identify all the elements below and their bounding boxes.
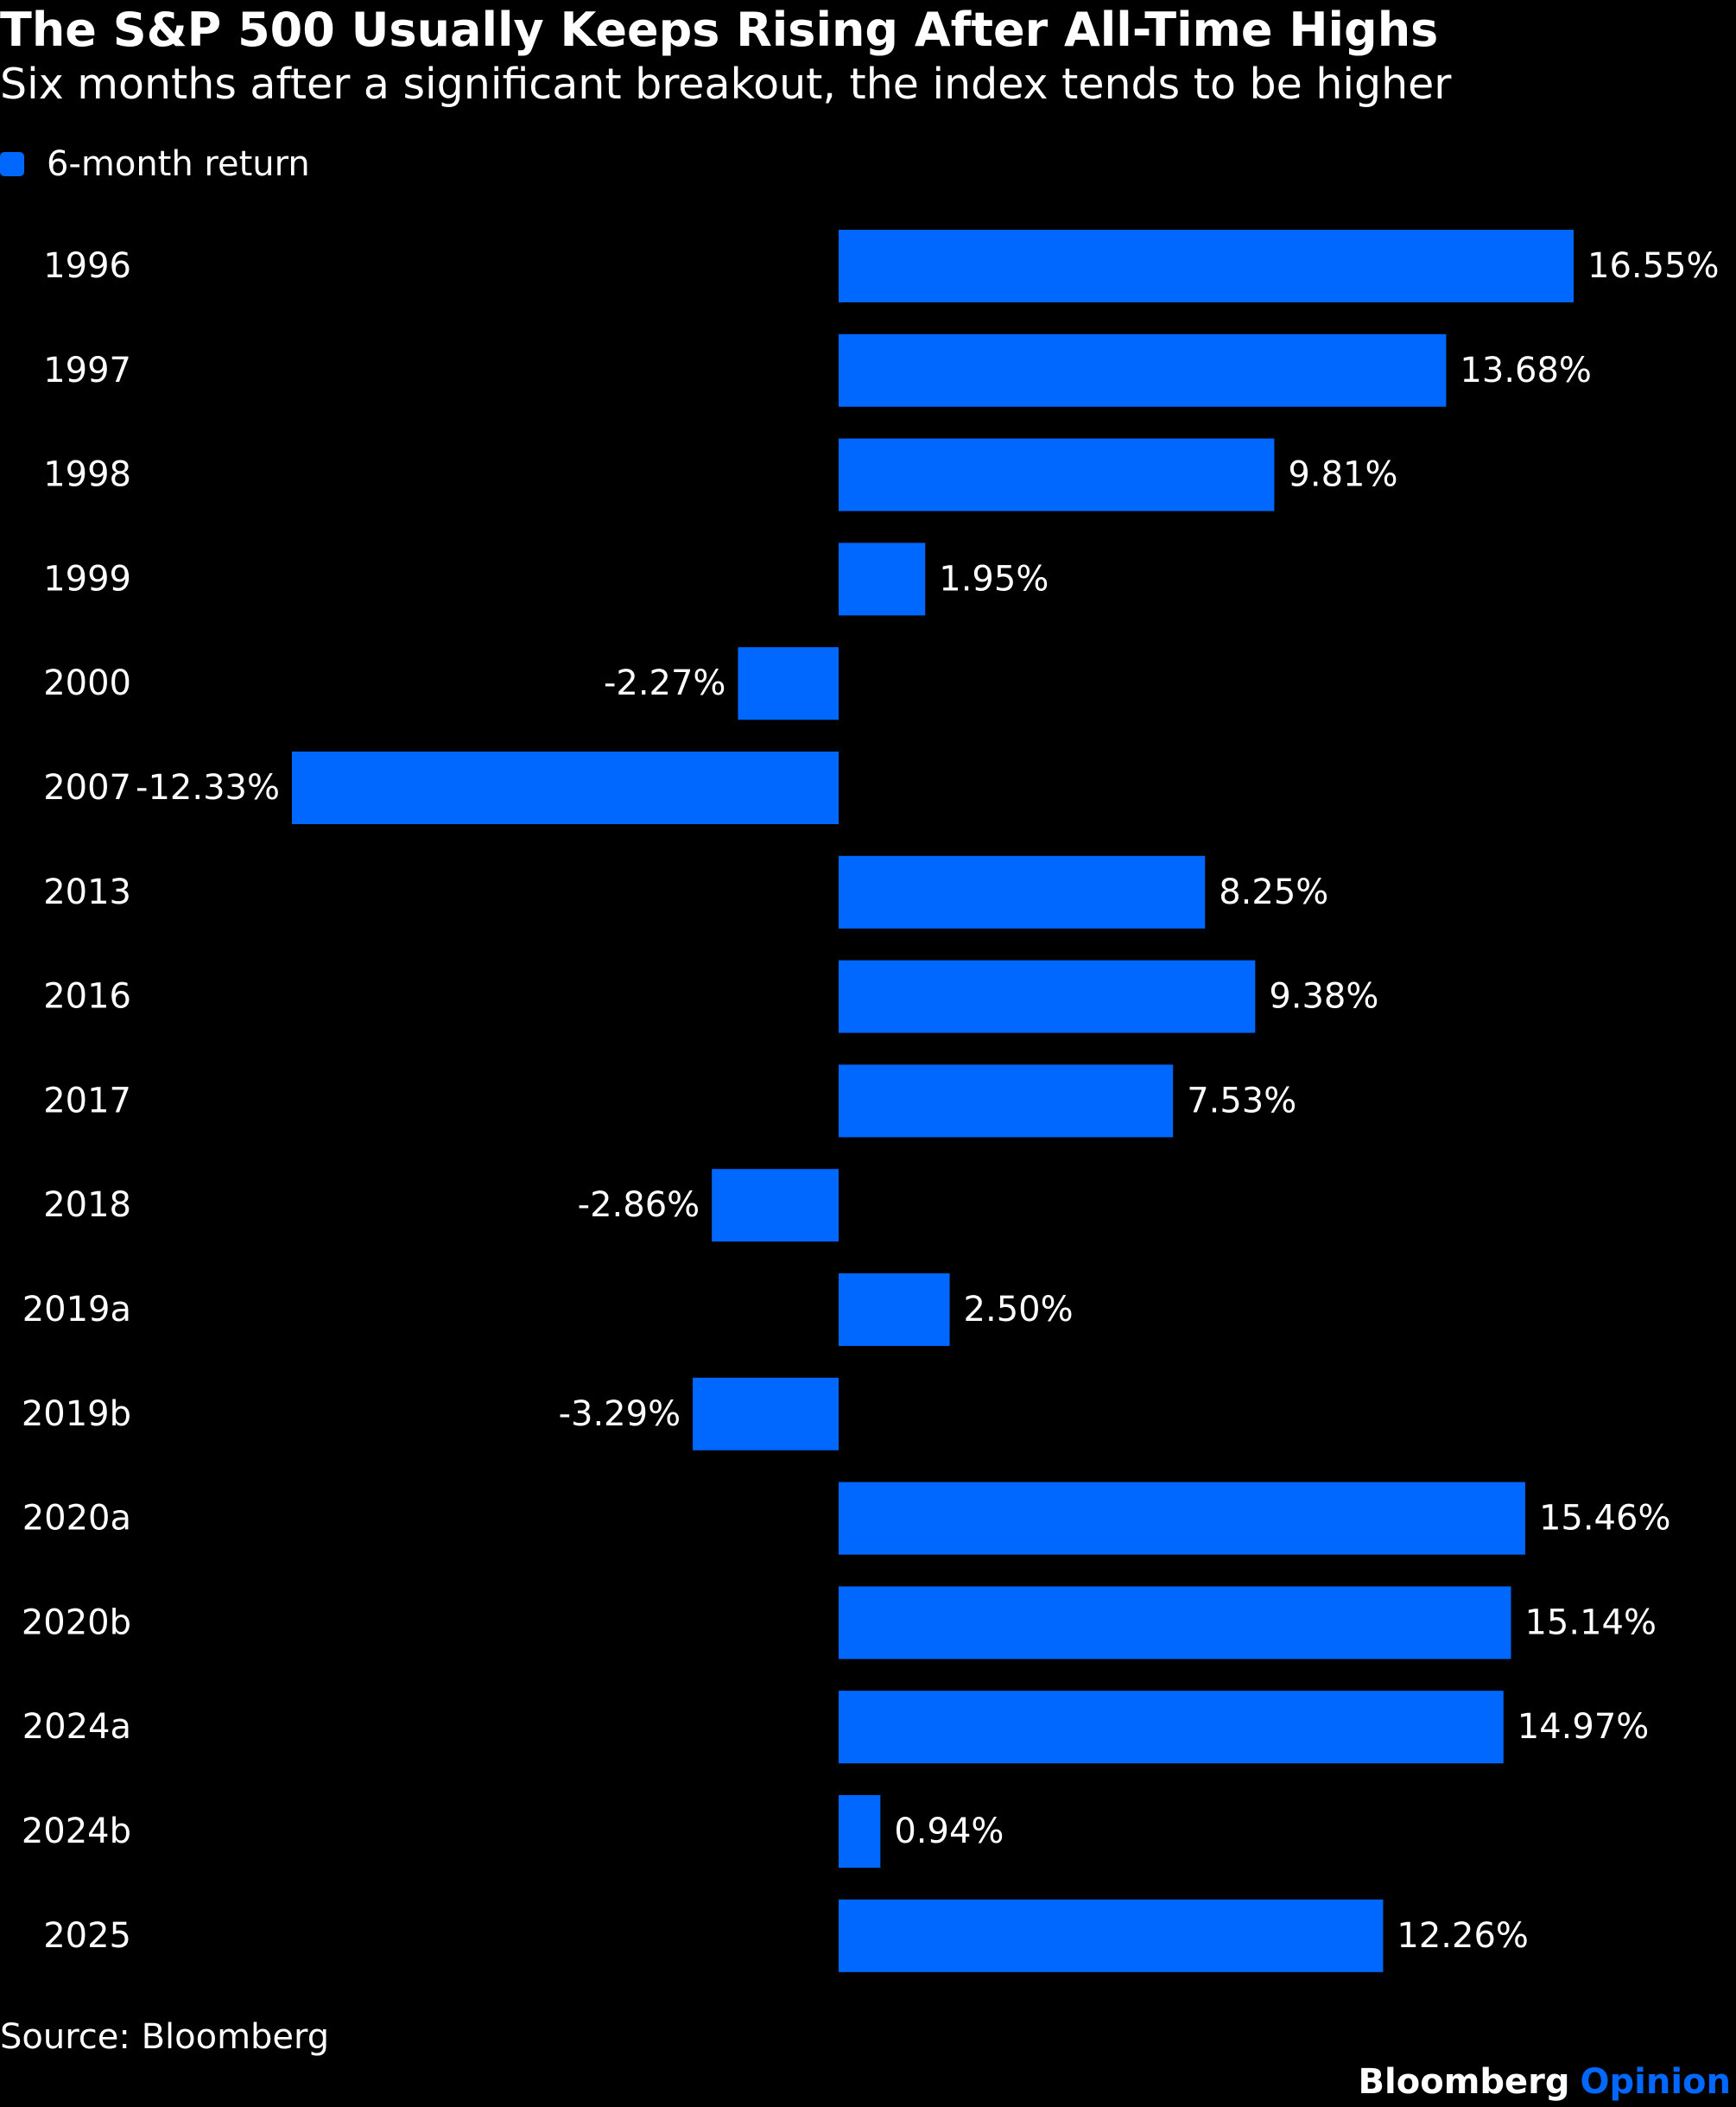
bar [839,1064,1174,1138]
category-label: 2000 [43,663,131,703]
data-label: 14.97% [1517,1707,1650,1747]
category-label: 2024a [22,1707,131,1747]
category-label: 1998 [43,455,131,495]
category-label: 1997 [43,351,131,390]
legend-label: 6-month return [47,144,310,184]
category-label: 2020b [22,1602,131,1642]
chart-subtitle: Six months after a significant breakout,… [0,60,1452,109]
bar [693,1377,839,1450]
category-label: 2025 [43,1916,131,1956]
category-label: 2013 [43,873,131,912]
bar [738,647,839,720]
bar [839,230,1574,302]
data-label: 12.26% [1397,1916,1529,1956]
data-label: 16.55% [1587,246,1720,286]
data-label: -2.86% [578,1185,700,1225]
data-label: 0.94% [894,1812,1004,1851]
bar [839,1273,950,1346]
bar [839,1795,881,1868]
source-note: Source: Bloomberg [0,2017,330,2057]
brand-name: Bloomberg [1358,2062,1570,2102]
category-label: 2007 [43,768,131,808]
legend: 6-month return [0,142,310,187]
category-label: 1999 [43,559,131,599]
data-label: 15.46% [1539,1499,1671,1539]
chart-title: The S&P 500 Usually Keeps Rising After A… [0,3,1439,57]
data-label: 15.14% [1524,1602,1657,1642]
bar [712,1169,839,1242]
bar [839,1482,1525,1555]
bar [839,438,1275,511]
data-label: 9.81% [1288,455,1397,495]
category-label: 2020a [22,1499,131,1539]
bar [839,543,926,616]
bar [839,1899,1384,1972]
data-label: -3.29% [559,1394,681,1434]
data-label: 13.68% [1460,351,1592,390]
legend-swatch [0,152,24,176]
category-label: 2017 [43,1081,131,1120]
category-label: 1996 [43,246,131,286]
bar [292,752,839,824]
category-label: 2024b [22,1812,131,1851]
brand-logo: Bloomberg Opinion [1359,2059,1731,2104]
data-label: 8.25% [1219,873,1328,912]
bar [839,1691,1504,1764]
data-label: 2.50% [964,1290,1074,1330]
bar [839,960,1256,1033]
bar-chart: 1996 16.55% 1997 13.68% 1998 9.81% 1999 1.95% 20… [22,230,1720,1972]
category-label: 2019b [22,1394,131,1434]
data-label: -2.27% [604,663,726,703]
category-label: 2018 [43,1185,131,1225]
brand-opinion: Opinion [1580,2062,1732,2102]
data-label: -12.33% [136,768,280,808]
data-label: 1.95% [939,559,1049,599]
data-label: 9.38% [1269,977,1378,1017]
bar [839,1586,1511,1660]
data-label: 7.53% [1187,1081,1296,1120]
category-label: 2019a [22,1290,131,1330]
category-label: 2016 [43,977,131,1017]
bar [839,855,1206,929]
bar [839,333,1447,407]
